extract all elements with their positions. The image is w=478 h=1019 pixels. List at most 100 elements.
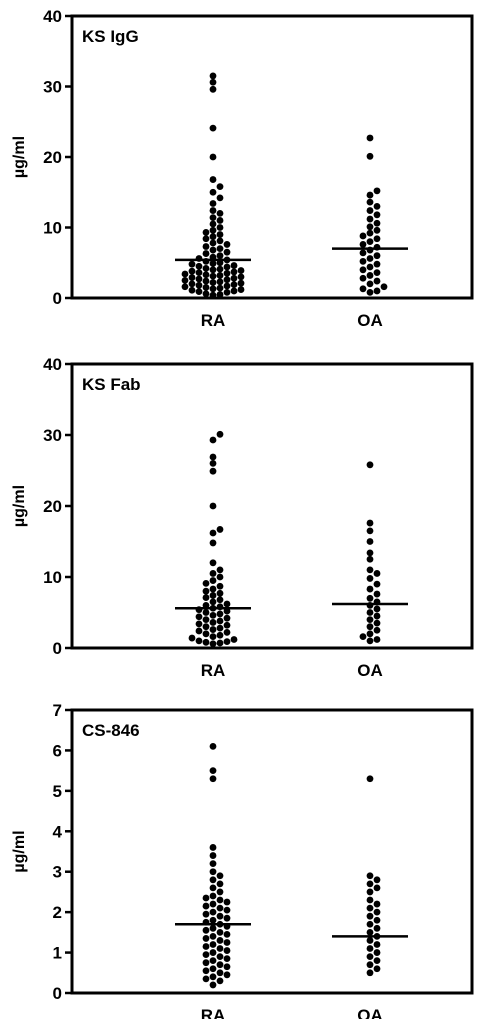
data-point (209, 570, 217, 577)
data-point (216, 953, 224, 961)
data-point (202, 975, 210, 983)
data-point (366, 229, 374, 237)
data-point (209, 633, 217, 641)
data-point (188, 286, 196, 294)
data-point (366, 928, 374, 936)
data-point (209, 285, 217, 293)
data-point (209, 924, 217, 932)
data-point (209, 291, 217, 299)
data-point (202, 935, 210, 942)
data-point (209, 742, 217, 750)
data-point (209, 78, 217, 86)
data-point (366, 223, 374, 231)
data-point (366, 238, 374, 246)
data-point (366, 280, 374, 288)
data-point (209, 640, 217, 648)
data-point (195, 613, 203, 621)
data-point (216, 631, 224, 639)
data-point (237, 279, 245, 287)
data-point (209, 233, 217, 241)
data-point (366, 961, 374, 969)
data-point (373, 269, 381, 277)
data-point (181, 270, 189, 278)
data-point (230, 287, 238, 295)
data-point (202, 229, 210, 236)
y-tick-label: 4 (53, 822, 63, 841)
data-point (366, 527, 374, 535)
data-point (366, 623, 374, 631)
data-point (373, 219, 381, 227)
data-point (223, 638, 231, 646)
data-point (181, 276, 189, 284)
data-point (202, 271, 210, 279)
data-point (209, 200, 217, 207)
data-point (216, 245, 224, 253)
data-point (216, 904, 224, 912)
data-point (216, 945, 224, 952)
data-point (202, 250, 210, 257)
data-point (209, 852, 217, 859)
data-point (223, 963, 231, 971)
data-point (202, 902, 210, 910)
data-point (195, 620, 203, 628)
category-label-oa: OA (357, 1006, 383, 1019)
data-point (209, 884, 217, 892)
data-point (223, 269, 231, 277)
data-point (195, 637, 203, 645)
data-point (209, 559, 217, 567)
data-point (202, 264, 210, 272)
data-point (209, 453, 217, 461)
data-point (373, 235, 381, 243)
data-point (216, 928, 224, 936)
panel-title: KS IgG (82, 27, 139, 46)
data-point (216, 231, 224, 238)
data-point (373, 260, 381, 268)
data-point (366, 888, 374, 896)
data-point (237, 267, 245, 274)
data-point (366, 263, 374, 271)
data-point (209, 72, 217, 80)
data-point (188, 274, 196, 281)
data-point (209, 577, 217, 584)
data-point (202, 630, 210, 638)
data-point (209, 272, 217, 280)
data-point (188, 634, 196, 642)
data-point (209, 957, 217, 965)
y-tick-label: 2 (53, 903, 62, 922)
y-tick-label: 7 (53, 701, 62, 720)
category-label-oa: OA (357, 661, 383, 680)
data-point (366, 272, 374, 279)
data-point (366, 896, 374, 904)
data-point (366, 585, 374, 593)
data-point (202, 959, 210, 967)
data-point (209, 916, 217, 924)
data-point (216, 582, 224, 590)
data-point (373, 619, 381, 627)
data-point (366, 191, 374, 199)
data-point (216, 969, 224, 977)
data-point (359, 266, 367, 274)
data-point (209, 892, 217, 900)
data-point (373, 957, 381, 965)
data-point (237, 273, 245, 281)
data-point (366, 207, 374, 214)
data-point (366, 215, 374, 223)
data-point (216, 526, 224, 533)
data-point (209, 467, 217, 475)
data-point (223, 898, 231, 906)
data-point (216, 252, 224, 260)
data-point (216, 430, 224, 438)
data-point (209, 529, 217, 537)
data-point (216, 265, 224, 273)
data-point (202, 926, 210, 934)
data-point (380, 283, 388, 291)
data-point (209, 611, 217, 619)
data-point (366, 461, 374, 469)
data-point (216, 596, 224, 604)
data-point (373, 570, 381, 577)
data-point (216, 224, 224, 231)
data-point (202, 284, 210, 291)
data-point (209, 876, 217, 884)
data-point (230, 268, 238, 276)
data-point (373, 949, 381, 956)
